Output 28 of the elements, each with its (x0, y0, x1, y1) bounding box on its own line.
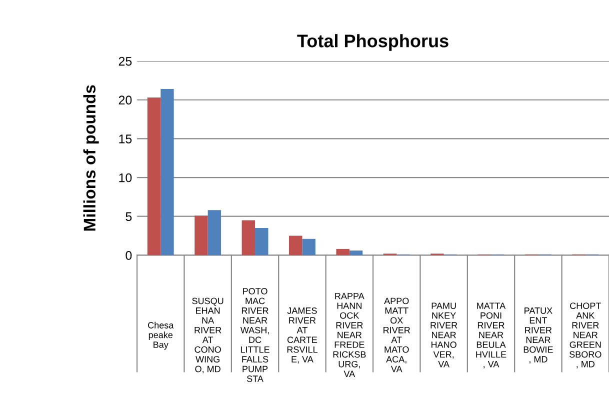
bar (302, 238, 316, 256)
x-tick-label: PAMU NKEY RIVER NEAR HANO VER, VA (430, 302, 458, 368)
y-tick-label: 5 (126, 212, 132, 222)
x-tick-label: MATTA PONI RIVER NEAR BEULA HVILLE , VA (476, 302, 506, 368)
bar (194, 216, 208, 256)
x-tick-label: PATUX ENT RIVER NEAR BOWIE , MD (524, 308, 553, 364)
x-tick-label: JAMES RIVER AT CARTE RSVILL E, VA (287, 307, 318, 364)
category-label: POTO MAC RIVER NEAR WASH, DC LITTLE FALLS PUMP STA (240, 288, 270, 382)
x-tick-label: APPO MATT OX RIVER AT MATO ACA, VA (384, 298, 410, 372)
x-tick-label: CHOPT ANK RIVER NEAR GREEN SBORO , MD (570, 302, 602, 368)
bar (242, 220, 256, 256)
y-tick-label: 10 (119, 173, 132, 182)
y-tick-label: 20 (118, 96, 132, 105)
chart-title: Total Phosphorus (297, 34, 448, 51)
bar (147, 98, 161, 256)
x-tick-label: SUSQU EHAN NA RIVER AT CONO WING O, MD (192, 298, 224, 374)
bar (208, 210, 222, 256)
bar (349, 250, 363, 256)
y-axis-title: Millions of pounds (83, 85, 99, 231)
category-label: RAPPA HANN OCK RIVER NEAR FREDE RICKSB URG, VA (333, 292, 366, 377)
y-tick-label: 15 (119, 134, 132, 144)
bar (255, 228, 268, 256)
y-tick-label: 25 (118, 56, 132, 66)
x-tick-label: Chesa peake Bay (148, 322, 174, 350)
bar (160, 89, 174, 256)
bar (289, 236, 302, 256)
y-tick-label: 0 (126, 250, 132, 260)
bar (336, 248, 350, 256)
